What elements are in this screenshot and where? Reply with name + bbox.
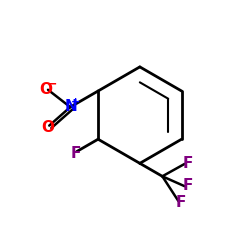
Text: O: O	[42, 120, 54, 135]
Text: F: F	[183, 156, 193, 171]
Text: F: F	[183, 178, 193, 193]
Text: F: F	[70, 146, 81, 161]
Text: N: N	[65, 99, 78, 114]
Text: +: +	[71, 97, 80, 107]
Text: F: F	[176, 196, 186, 210]
Text: −: −	[47, 78, 57, 91]
Text: O: O	[40, 82, 52, 96]
